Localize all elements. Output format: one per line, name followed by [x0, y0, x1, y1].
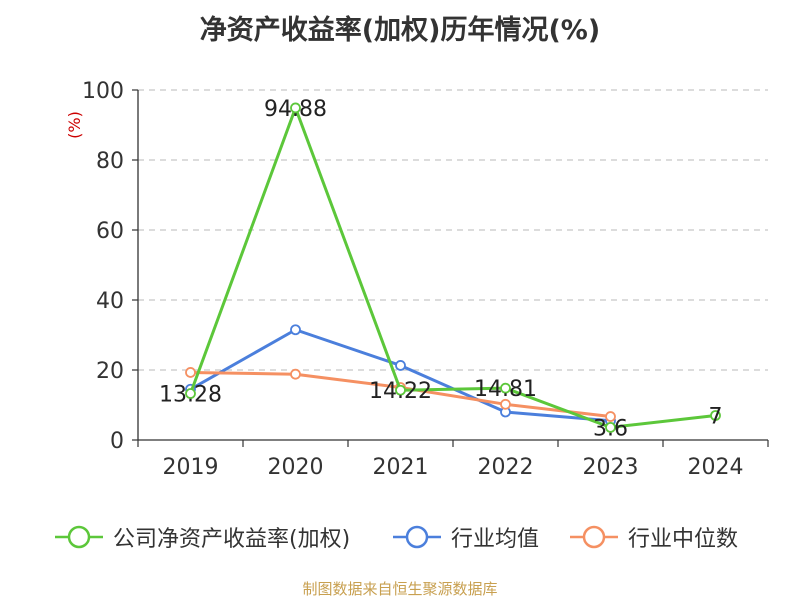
x-tick-label: 2019	[163, 455, 219, 480]
data-label: 7	[709, 405, 723, 430]
data-point[interactable]	[500, 398, 511, 410]
data-point[interactable]	[185, 388, 196, 399]
y-tick-label: 20	[96, 359, 124, 384]
data-point[interactable]	[500, 382, 511, 394]
data-point[interactable]	[605, 411, 616, 422]
legend-label: 行业中位数	[628, 527, 739, 552]
series-line-0	[189, 106, 716, 429]
legend-item[interactable]: 行业均值	[393, 521, 539, 553]
data-point[interactable]	[710, 410, 721, 421]
data-point[interactable]	[605, 421, 616, 433]
data-label: 3.6	[593, 416, 628, 441]
y-axis-label: (%)	[65, 111, 84, 139]
x-tick-label: 2024	[688, 455, 744, 480]
data-point[interactable]	[290, 324, 301, 336]
data-label: 13.28	[159, 383, 222, 408]
series-line-1	[189, 328, 611, 423]
data-label: 94.88	[264, 97, 327, 122]
data-point[interactable]	[395, 384, 406, 396]
legend-label: 公司净资产收益率(加权)	[113, 527, 351, 552]
y-tick-label: 40	[96, 289, 124, 314]
legend-marker-icon	[393, 525, 441, 549]
x-tick-label: 2023	[583, 455, 639, 480]
y-tick-label: 100	[82, 79, 124, 104]
data-point[interactable]	[395, 360, 406, 371]
y-tick-label: 60	[96, 219, 124, 244]
legend-label: 行业均值	[451, 527, 540, 552]
x-tick-label: 2021	[373, 455, 429, 480]
chart-title: 净资产收益率(加权)历年情况(%)	[199, 15, 601, 46]
legend-marker-icon	[570, 525, 618, 549]
x-tick-label: 2020	[268, 455, 324, 480]
legend-item[interactable]: 公司净资产收益率(加权)	[55, 521, 350, 553]
data-label: 14.22	[369, 379, 432, 404]
legend-marker-icon	[55, 525, 103, 549]
y-tick-label: 80	[96, 149, 124, 174]
data-point[interactable]	[290, 368, 301, 380]
data-point[interactable]	[290, 102, 301, 114]
legend-item[interactable]: 行业中位数	[570, 521, 738, 553]
source-note: 制图数据来自恒生聚源数据库	[302, 580, 498, 598]
x-tick-label: 2022	[478, 455, 534, 480]
data-point[interactable]	[185, 367, 196, 378]
data-label: 14.81	[474, 377, 537, 402]
y-tick-label: 0	[110, 429, 124, 454]
